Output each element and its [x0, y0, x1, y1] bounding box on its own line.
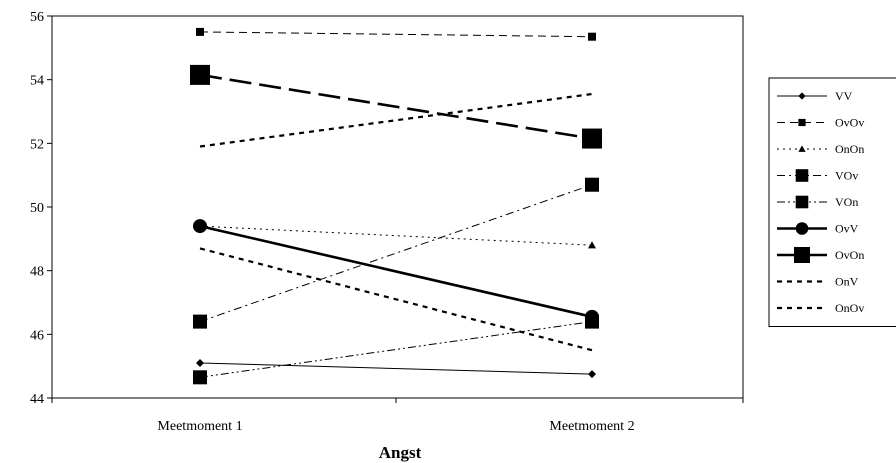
plot-area-frame — [51, 15, 744, 399]
legend-label: OvOn — [835, 248, 864, 262]
x-tick-label: Meetmoment 2 — [549, 419, 634, 434]
legend-box — [768, 77, 896, 327]
series-line — [199, 224, 593, 319]
series-line — [199, 92, 593, 148]
data-point — [193, 219, 207, 234]
legend-item: VV — [777, 89, 853, 103]
y-tick-label: 56 — [30, 10, 44, 25]
series-onov — [199, 92, 593, 148]
legend-label: VV — [835, 89, 853, 103]
x-axis-ticks: Meetmoment 1 Meetmoment 2 — [51, 398, 744, 434]
legend-label: OnOn — [835, 142, 864, 156]
legend-label: OnV — [835, 275, 859, 289]
series-ovov — [196, 27, 596, 41]
legend-label: OnOv — [835, 301, 864, 315]
data-point — [585, 177, 599, 192]
legend-item: VOv — [777, 169, 858, 183]
series-line — [199, 31, 593, 38]
legend-item: OnV — [777, 275, 859, 289]
series-line — [199, 225, 593, 246]
legend-marker — [795, 169, 809, 182]
y-tick-label: 46 — [30, 328, 44, 343]
series-vov — [193, 177, 599, 329]
x-axis-label: Angst — [379, 443, 422, 462]
legend-item: OvOv — [777, 116, 864, 130]
legend: VV OvOv OnOn VOv VOn OvV OvOn OnV OnOv — [768, 77, 896, 327]
data-point — [190, 64, 210, 85]
series-ovon — [190, 64, 602, 149]
series-group — [190, 27, 602, 385]
series-onv — [199, 247, 593, 352]
series-line — [199, 184, 593, 323]
legend-item: VOn — [777, 195, 858, 209]
y-tick-label: 50 — [30, 201, 44, 216]
data-point — [582, 128, 602, 149]
data-point — [193, 314, 207, 329]
series-line — [199, 73, 593, 140]
y-axis-ticks: 44 46 48 50 52 54 56 — [30, 10, 52, 407]
data-point — [193, 370, 207, 385]
y-tick-label: 54 — [30, 74, 44, 89]
data-point — [196, 358, 204, 367]
legend-marker — [795, 195, 809, 209]
y-tick-label: 52 — [30, 137, 44, 152]
legend-marker — [794, 247, 810, 263]
series-vv — [196, 358, 596, 379]
series-ovv — [193, 219, 599, 324]
series-line — [199, 247, 593, 352]
y-tick-label: 44 — [30, 392, 44, 407]
legend-label: OvOv — [835, 116, 864, 130]
legend-label: VOv — [835, 169, 858, 183]
series-line — [199, 362, 593, 375]
legend-label: OvV — [835, 222, 859, 236]
legend-item: OnOn — [777, 142, 864, 156]
x-tick-label: Meetmoment 1 — [157, 419, 242, 434]
legend-item: OvV — [777, 222, 859, 236]
chart-axes — [51, 15, 744, 399]
legend-marker — [798, 145, 806, 152]
legend-marker — [795, 222, 809, 235]
data-point — [588, 32, 596, 41]
legend-item: OnOv — [777, 301, 864, 315]
legend-item: OvOn — [777, 247, 864, 263]
legend-label: VOn — [835, 195, 858, 209]
legend-marker — [798, 92, 806, 100]
legend-marker — [798, 118, 806, 127]
y-tick-label: 48 — [30, 265, 44, 280]
series-von — [193, 314, 599, 385]
series-onon — [196, 222, 596, 249]
data-point — [588, 241, 596, 249]
data-point — [588, 370, 596, 379]
series-line — [199, 321, 593, 378]
data-point — [585, 309, 599, 324]
data-point — [196, 27, 204, 36]
